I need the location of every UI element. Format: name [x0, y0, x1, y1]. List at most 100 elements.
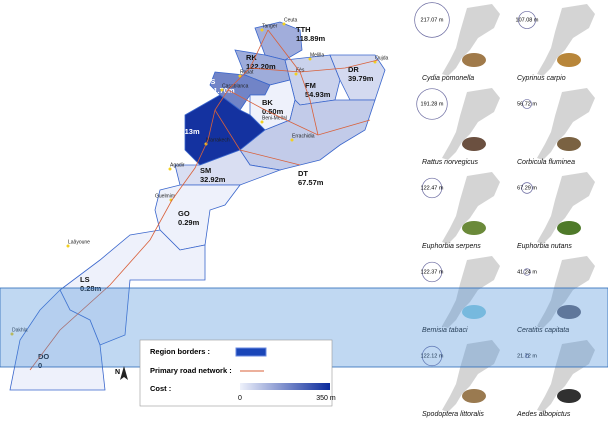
road: [249, 59, 379, 73]
legend-border-swatch: [235, 347, 267, 357]
species-name: Bemisia tabaci: [422, 327, 468, 334]
city-label: Dakhla: [12, 327, 28, 333]
legend: Region borders : Primary road network : …: [139, 339, 336, 407]
cost-label: 191.28 m: [421, 101, 444, 107]
species-name: Spodoptera littoralis: [422, 411, 484, 418]
region-code: SM: [200, 166, 211, 175]
city-label: Agadir: [170, 162, 185, 168]
city-label: Errachidia: [292, 133, 315, 139]
species-photo: [557, 305, 581, 319]
species-name: Corbicula fluminea: [517, 159, 575, 166]
cost-circle: [518, 11, 536, 29]
region-code: DR: [348, 65, 359, 74]
silhouette: [442, 256, 500, 328]
city-dot: [10, 332, 14, 336]
road: [214, 109, 301, 166]
city-label: Fès: [296, 67, 305, 73]
silhouette: [442, 172, 500, 244]
arrow: [120, 366, 128, 380]
city-dot: [168, 167, 172, 171]
city-dot: [294, 72, 298, 76]
region-code: BK: [262, 98, 273, 107]
city-label: Tanger: [262, 23, 278, 29]
city-label: Laâyoune: [68, 239, 90, 245]
city-dot: [308, 57, 312, 61]
cost-label: 67.29 m: [517, 185, 537, 191]
species-photo: [462, 305, 486, 319]
north-label: N: [115, 369, 120, 376]
road: [227, 89, 371, 136]
road: [267, 29, 319, 136]
silhouette: [537, 4, 595, 76]
city-label: Marrakech: [206, 137, 230, 143]
cost-circle: [521, 182, 533, 194]
road: [29, 29, 269, 371]
cost-circle: [522, 99, 532, 109]
species-name: Aedes albopictus: [516, 411, 571, 418]
city-label: Casablanca: [222, 83, 249, 89]
region-cost: 118.89m: [296, 34, 326, 43]
region-cost: 39.79m: [348, 74, 374, 83]
region-cost: 0.29m: [178, 218, 200, 227]
cost-label: 122.47 m: [421, 185, 444, 191]
legend-roads-label: Primary road network :: [150, 366, 232, 375]
cost-label: 21.72 m: [517, 353, 537, 359]
cost-circle: [524, 353, 530, 359]
species-photo: [557, 53, 581, 67]
region-cost: 0.28m: [80, 284, 102, 293]
silhouette: [537, 88, 595, 160]
species-photo: [557, 137, 581, 151]
cost-label: 107.08 m: [516, 17, 539, 23]
north-arrow: N: [115, 366, 128, 380]
species-name: Rattus norvegicus: [422, 159, 479, 166]
species-photo: [462, 389, 486, 403]
species-photo: [557, 221, 581, 235]
city-label: Ceuta: [284, 17, 298, 23]
cost-label: 56.72 m: [517, 101, 537, 107]
region-cost: 191.70m: [205, 86, 235, 95]
species-name: Euphorbia serpens: [422, 243, 481, 250]
region-code: LS: [80, 275, 90, 284]
region-code: FM: [305, 81, 316, 90]
cost-circle: [421, 177, 443, 199]
region: [154, 184, 241, 251]
city-dot: [220, 88, 224, 92]
region-cost: 32.92m: [200, 175, 226, 184]
cost-circle: [414, 2, 450, 38]
region-code: RK: [246, 53, 257, 62]
city-label: Beni-Mellal: [262, 115, 287, 121]
species-name: Ceratitis capitata: [517, 327, 569, 334]
region-cost: 54.93m: [305, 90, 331, 99]
silhouette: [442, 4, 500, 76]
region-cost: 335.13m: [170, 127, 200, 136]
region-cost: 0: [38, 361, 42, 370]
region-cost: 122.20m: [246, 62, 276, 71]
city-label: Rabat: [240, 69, 254, 75]
city-dot: [260, 120, 264, 124]
city-dot: [290, 138, 294, 142]
cost-circle: [416, 88, 448, 120]
region-code: CS: [205, 77, 215, 86]
species-photo: [557, 389, 581, 403]
city-dot: [66, 244, 70, 248]
cost-label: 122.12 m: [421, 353, 444, 359]
species-name: Cydia pomonella: [422, 75, 474, 82]
legend-borders-label: Region borders :: [150, 347, 210, 356]
cost-circle: [523, 268, 531, 276]
region-code: DT: [298, 169, 308, 178]
silhouette: [537, 340, 595, 412]
species-photo: [462, 221, 486, 235]
silhouette: [442, 340, 500, 412]
species-photo: [462, 53, 486, 67]
cost-label: 41.24 m: [517, 269, 537, 275]
legend-cost-label: Cost :: [150, 384, 171, 393]
cost-circle: [421, 345, 443, 367]
silhouette: [442, 88, 500, 160]
region-cost: 0.50m: [262, 107, 284, 116]
region-code: GO: [178, 209, 190, 218]
city-label: Melilla: [310, 52, 324, 58]
city-dot: [282, 22, 286, 26]
region-code: DO: [38, 352, 49, 361]
